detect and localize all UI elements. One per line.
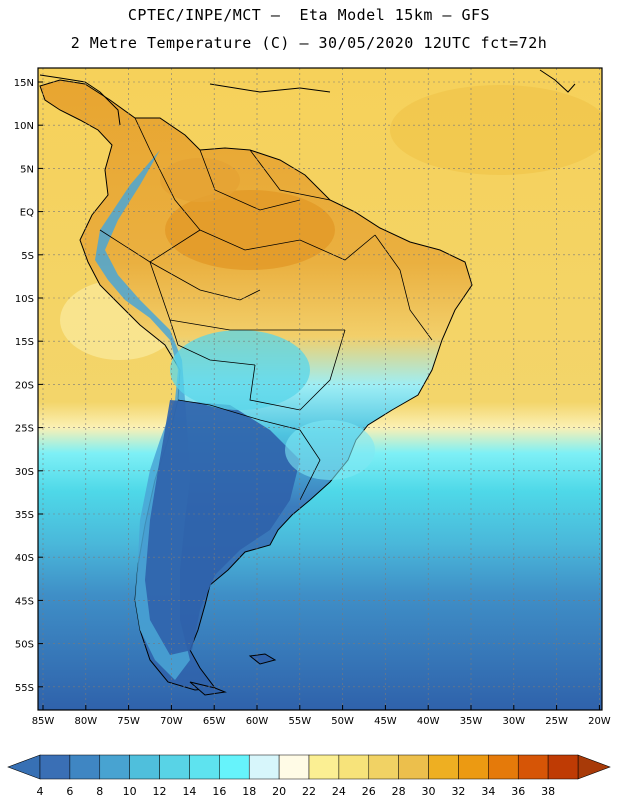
central-america-coast — [39, 74, 121, 126]
patagonia-cold — [145, 400, 300, 655]
lon-label: 40W — [417, 716, 440, 727]
lat-label: 10N — [14, 121, 34, 132]
colorbar-label: 38 — [541, 785, 555, 798]
lat-label: 10S — [15, 294, 34, 305]
lat-label: 20S — [15, 380, 34, 391]
colorbar-label: 30 — [422, 785, 436, 798]
lon-label: 65W — [203, 716, 226, 727]
colorbar-swatch — [428, 754, 459, 780]
colorbar-label: 34 — [481, 785, 495, 798]
colorbar-swatch — [338, 754, 370, 780]
colorbar-swatch — [308, 754, 340, 780]
warm-ocean-patch — [390, 85, 602, 175]
lon-label: 35W — [460, 716, 483, 727]
lon-label: 25W — [545, 716, 568, 727]
colorbar-label: 18 — [242, 785, 256, 798]
colorbar-label: 16 — [212, 785, 226, 798]
lat-label: 45S — [15, 596, 34, 607]
colorbar-swatch — [189, 754, 220, 780]
colorbar-label: 8 — [96, 785, 103, 798]
lat-label: 5N — [20, 164, 34, 175]
lat-label: 25S — [15, 424, 34, 435]
lon-label: 85W — [32, 716, 55, 727]
longitude-labels: 85W 80W 75W 70W 65W 60W 55W 50W 45W 40W 35W 30W 25W 2… — [32, 705, 611, 727]
colorbar-label: 32 — [451, 785, 465, 798]
country-borders — [99, 117, 433, 501]
colorbar: 4 6 8 10 12 14 16 18 20 22 24 26 28 30 32 34 36 38 — [7, 754, 611, 798]
lon-label: 20W — [588, 716, 611, 727]
map-area — [38, 68, 602, 710]
tierra-del-fuego — [189, 681, 227, 696]
colorbar-swatch — [547, 754, 579, 780]
lat-label: 15N — [14, 78, 34, 89]
colorbar-swatch — [219, 754, 250, 780]
lat-label: 35S — [15, 510, 34, 521]
colorbar-swatch — [248, 754, 280, 780]
central-cool-band — [170, 330, 310, 410]
lat-label: 30S — [15, 467, 34, 478]
colorbar-swatch — [398, 754, 429, 780]
lon-label: 60W — [246, 716, 269, 727]
colorbar-swatch — [458, 754, 489, 780]
lon-label: 55W — [288, 716, 311, 727]
colorbar-label: 28 — [392, 785, 406, 798]
colorbar-label: 14 — [182, 785, 196, 798]
colorbar-swatch — [99, 754, 130, 780]
lat-label: 50S — [15, 640, 34, 651]
colorbar-swatch — [368, 754, 399, 780]
lesser-antilles — [539, 69, 576, 93]
title-line-2: 2 Metre Temperature (C) – 30/05/2020 12U… — [70, 34, 548, 52]
colorbar-swatch — [278, 754, 310, 780]
colorbar-label: 22 — [302, 785, 316, 798]
map-border — [37, 67, 603, 711]
colorbar-swatch — [488, 754, 519, 780]
lat-lon-grid — [38, 68, 602, 710]
colorbar-label: 10 — [123, 785, 137, 798]
colorbar-label: 6 — [66, 785, 73, 798]
lon-label: 80W — [74, 716, 97, 727]
colorbar-label: 12 — [153, 785, 167, 798]
caribbean-islands — [209, 83, 331, 93]
northern-hot-patch — [160, 158, 240, 202]
colorbar-label: 26 — [362, 785, 376, 798]
colorbar-swatch — [159, 754, 190, 780]
colorbar-swatch — [517, 754, 549, 780]
lon-label: 50W — [331, 716, 354, 727]
colorbar-swatch — [69, 754, 101, 780]
lat-label: EQ — [20, 208, 34, 219]
lat-label: 5S — [21, 251, 34, 262]
colorbar-label: 20 — [272, 785, 286, 798]
colorbar-label: 36 — [511, 785, 525, 798]
lat-label: 15S — [15, 337, 34, 348]
lon-label: 30W — [502, 716, 525, 727]
latitude-labels: 15N 10N 5N EQ 5S 10S 15S 20S 25S 30S 35S 40S 45S 50S 5… — [14, 78, 43, 694]
falkland-islands — [248, 653, 277, 665]
lat-label: 55S — [15, 683, 34, 694]
lon-label: 75W — [117, 716, 140, 727]
colorbar-swatch — [129, 754, 160, 780]
colorbar-low-arrow — [7, 754, 41, 780]
lon-label: 45W — [374, 716, 397, 727]
colorbar-high-arrow — [577, 754, 611, 780]
colorbar-label: 24 — [332, 785, 346, 798]
lon-label: 70W — [160, 716, 183, 727]
colorbar-label: 4 — [37, 785, 44, 798]
title-line-1: CPTEC/INPE/MCT – Eta Model 15km – GFS — [127, 6, 491, 24]
amazon-hot-core — [165, 190, 335, 270]
uruguay-cool-patch — [285, 420, 375, 480]
colorbar-swatch — [39, 754, 71, 780]
lat-label: 40S — [15, 553, 34, 564]
